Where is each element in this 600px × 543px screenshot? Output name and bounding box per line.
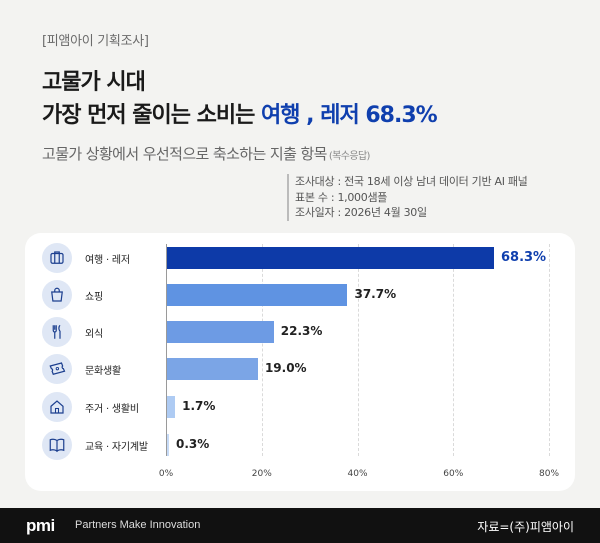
bar	[167, 396, 176, 418]
category-label: 쇼핑	[85, 292, 103, 303]
fork-knife-icon	[42, 317, 72, 347]
gridline	[549, 244, 550, 456]
title-line-1: 고물가 시대	[42, 70, 146, 95]
category-label: 문화생활	[85, 366, 121, 377]
shopping-bag-icon	[42, 280, 72, 310]
x-tick-label: 40%	[347, 469, 368, 479]
suitcase-icon	[42, 243, 72, 273]
category-label: 여행 · 레저	[85, 255, 130, 266]
category-label: 주거 · 생활비	[85, 404, 139, 415]
ticket-icon	[42, 354, 72, 384]
data-label: 37.7%	[354, 287, 397, 301]
bar	[167, 321, 274, 343]
footer-source: 자료=(주)피앰아이	[477, 520, 574, 534]
pmi-logo: pmi	[26, 516, 55, 535]
data-label: 22.3%	[280, 324, 323, 338]
survey-sample: 표본 수 : 1,000샘플	[295, 190, 388, 204]
house-icon	[42, 392, 72, 422]
survey-info: 조사대상 : 전국 18세 이상 남녀 데이터 기반 AI 패널 표본 수 : …	[287, 174, 528, 221]
chart-card	[25, 233, 575, 491]
data-label: 68.3%	[500, 250, 547, 265]
data-label: 19.0%	[264, 361, 307, 375]
data-label: 1.7%	[182, 399, 216, 413]
subtitle-text: 고물가 상황에서 우선적으로 축소하는 지출 항목	[42, 145, 327, 163]
report-tag: [피앰아이 기획조사]	[42, 34, 149, 49]
title-highlight: 여행 , 레저 68.3%	[261, 103, 438, 128]
title-line-2: 가장 먼저 줄이는 소비는 여행 , 레저 68.3%	[42, 97, 438, 129]
footer: pmi Partners Make Innovation 자료=(주)피앰아이	[0, 508, 600, 543]
gridline	[357, 244, 359, 456]
x-tick-label: 80%	[538, 469, 560, 479]
gridline	[261, 244, 263, 456]
category-label: 외식	[85, 329, 103, 340]
subtitle-note: (복수응답)	[328, 151, 371, 162]
gridline	[453, 244, 455, 456]
bar	[167, 358, 258, 380]
survey-target: 조사대상 : 전국 18세 이상 남녀 데이터 기반 AI 패널	[295, 175, 528, 188]
x-tick-label: 20%	[251, 469, 272, 479]
data-label: 0.3%	[176, 437, 210, 451]
bar	[167, 247, 494, 269]
category-label: 교육 · 자기계발	[85, 442, 148, 453]
footer-tagline: Partners Make Innovation	[75, 519, 201, 531]
book-icon	[42, 430, 72, 460]
subtitle: 고물가 상황에서 우선적으로 축소하는 지출 항목 (복수응답)	[42, 143, 370, 164]
x-tick-label: 60%	[443, 469, 464, 479]
title-prefix: 가장 먼저 줄이는 소비는	[42, 103, 262, 128]
bar	[167, 284, 348, 306]
survey-date: 조사일자 : 2026년 4월 30일	[295, 206, 427, 219]
bar	[167, 434, 169, 456]
y-axis-line	[166, 244, 167, 456]
x-tick-label: 0%	[158, 469, 174, 479]
